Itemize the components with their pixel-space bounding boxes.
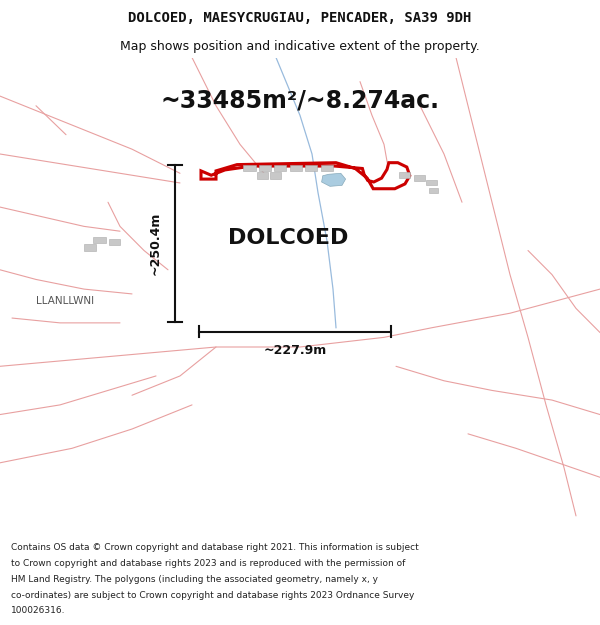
Bar: [93, 236, 106, 243]
Text: Map shows position and indicative extent of the property.: Map shows position and indicative extent…: [120, 40, 480, 53]
Text: ~227.9m: ~227.9m: [263, 344, 327, 357]
Text: ~33485m²/~8.274ac.: ~33485m²/~8.274ac.: [161, 89, 439, 113]
Bar: [399, 173, 410, 178]
Bar: [243, 164, 256, 171]
Bar: [270, 173, 281, 179]
Text: ~250.4m: ~250.4m: [149, 212, 162, 275]
Bar: [429, 188, 438, 192]
Text: Contains OS data © Crown copyright and database right 2021. This information is : Contains OS data © Crown copyright and d…: [11, 543, 419, 552]
Text: co-ordinates) are subject to Crown copyright and database rights 2023 Ordnance S: co-ordinates) are subject to Crown copyr…: [11, 591, 414, 599]
Bar: [305, 164, 317, 171]
Polygon shape: [322, 173, 346, 186]
Bar: [414, 175, 425, 181]
Text: 100026316.: 100026316.: [11, 606, 65, 615]
Text: DOLCOED, MAESYCRUGIAU, PENCADER, SA39 9DH: DOLCOED, MAESYCRUGIAU, PENCADER, SA39 9D…: [128, 11, 472, 26]
Bar: [426, 179, 437, 186]
Bar: [84, 244, 96, 251]
Polygon shape: [201, 162, 410, 189]
Text: DOLCOED: DOLCOED: [228, 228, 348, 248]
Bar: [257, 173, 268, 179]
Text: to Crown copyright and database rights 2023 and is reproduced with the permissio: to Crown copyright and database rights 2…: [11, 559, 405, 568]
Bar: [290, 164, 302, 171]
Bar: [274, 164, 286, 171]
Text: HM Land Registry. The polygons (including the associated geometry, namely x, y: HM Land Registry. The polygons (includin…: [11, 575, 378, 584]
Bar: [321, 164, 333, 171]
Text: LLANLLWNI: LLANLLWNI: [36, 296, 94, 306]
Bar: [109, 239, 120, 245]
Bar: [259, 164, 271, 171]
